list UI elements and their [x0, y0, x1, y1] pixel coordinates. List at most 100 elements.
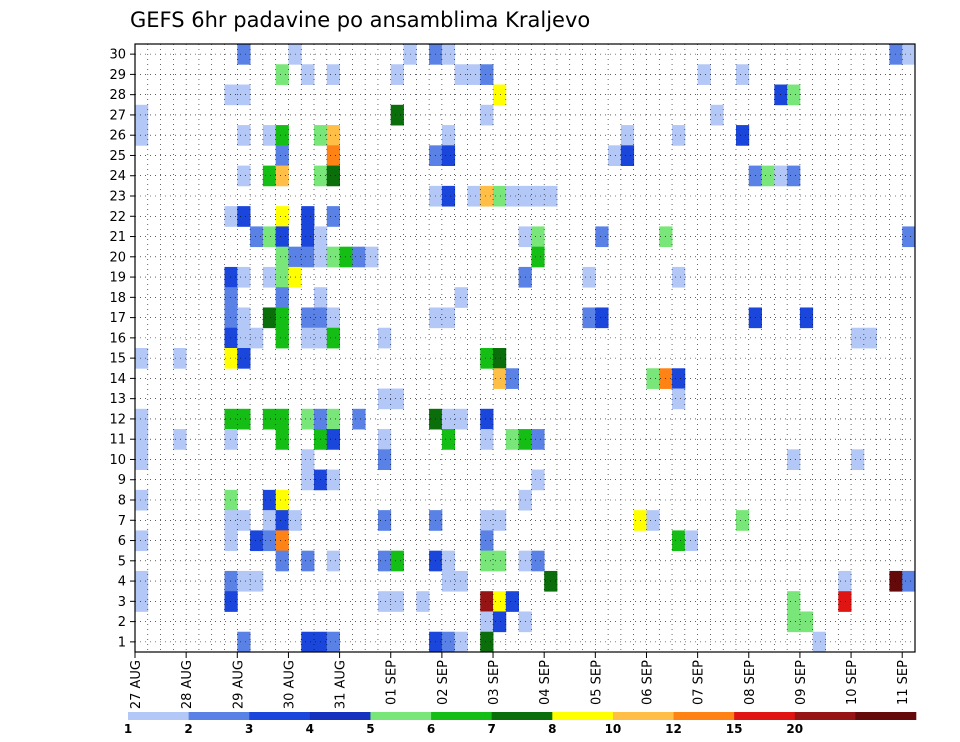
heatmap-cell	[480, 510, 494, 531]
heatmap-cell	[224, 591, 238, 612]
heatmap-cell	[326, 64, 340, 85]
heatmap-cell	[787, 591, 801, 612]
legend-swatch	[309, 712, 371, 720]
x-tick-label: 07 SEP	[692, 660, 707, 705]
heatmap-cell	[352, 246, 366, 268]
heatmap-cell	[135, 449, 149, 470]
heatmap-cell	[672, 368, 686, 389]
heatmap-cell	[224, 408, 238, 430]
heatmap-cell	[135, 429, 149, 450]
heatmap-cell	[480, 591, 494, 612]
heatmap-cell	[646, 510, 660, 531]
heatmap-cell	[326, 631, 340, 653]
heatmap-cell	[441, 570, 456, 592]
legend-tick-label: 10	[605, 722, 622, 736]
heatmap-cell	[237, 165, 251, 187]
y-tick-label: 25	[109, 149, 126, 164]
legend-swatch	[734, 712, 796, 720]
heatmap-cell	[390, 64, 404, 85]
heatmap-cell	[224, 510, 238, 531]
heatmap-cell	[390, 388, 404, 410]
y-tick-label: 4	[118, 575, 126, 590]
heatmap-cell	[135, 530, 149, 552]
heatmap-cell	[454, 408, 468, 430]
y-tick-label: 3	[118, 595, 126, 610]
x-tick-label: 31 AUG	[334, 660, 349, 709]
heatmap-cell	[672, 125, 686, 146]
heatmap-cell	[135, 408, 149, 430]
heatmap-cell	[275, 489, 289, 511]
heatmap-cell	[262, 510, 277, 531]
heatmap-cell	[441, 550, 456, 572]
heatmap-cell	[377, 449, 392, 470]
y-axis-ticks: 1234567891011121314151617181920212223242…	[109, 48, 135, 650]
legend-swatch	[128, 712, 189, 720]
heatmap-cell	[441, 307, 456, 329]
y-tick-label: 26	[109, 129, 126, 144]
legend-swatch	[491, 712, 553, 720]
x-tick-label: 06 SEP	[640, 660, 655, 705]
heatmap-cell	[262, 307, 277, 329]
heatmap-cell	[646, 368, 660, 389]
legend-tick-label: 12	[665, 722, 682, 736]
heatmap-cell	[301, 206, 315, 227]
heatmap-cell	[237, 84, 251, 106]
x-tick-label: 03 SEP	[487, 660, 502, 705]
y-tick-label: 11	[109, 433, 126, 448]
heatmap-cell	[390, 591, 404, 612]
heatmap-cell	[237, 570, 251, 592]
heatmap-cell	[902, 226, 916, 248]
x-tick-label: 11 SEP	[896, 660, 911, 705]
heatmap-cell	[595, 307, 609, 329]
heatmap-cell	[608, 145, 622, 166]
heatmap-cell	[237, 44, 251, 65]
chart-title: GEFS 6hr padavine po ansamblima Kraljevo	[130, 8, 590, 32]
heatmap-cell	[275, 226, 289, 248]
heatmap-cell	[237, 408, 251, 430]
heatmap-cell	[326, 307, 340, 329]
x-tick-label: 30 AUG	[282, 660, 297, 709]
y-tick-label: 7	[118, 514, 126, 529]
x-tick-label: 29 AUG	[231, 660, 246, 709]
heatmap-cell	[851, 449, 865, 470]
heatmap-cell	[326, 165, 340, 187]
heatmap-cell	[505, 185, 520, 207]
heatmap-cell	[493, 185, 507, 207]
heatmap-cell	[889, 44, 903, 65]
heatmap-cell	[735, 510, 750, 531]
heatmap-cell	[505, 591, 520, 612]
heatmap-cell	[224, 570, 238, 592]
heatmap-cell	[684, 530, 699, 552]
heatmap-cell	[595, 226, 609, 248]
heatmap-cell	[480, 550, 494, 572]
heatmap-cell	[812, 631, 826, 653]
heatmap-cell	[390, 104, 404, 126]
heatmap-cell	[224, 348, 238, 369]
x-tick-label: 28 AUG	[180, 660, 195, 709]
legend-swatch	[249, 712, 311, 720]
x-tick-label: 02 SEP	[436, 660, 451, 705]
heatmap-cell	[237, 510, 251, 531]
heatmap-cell	[467, 185, 481, 207]
legend-tick-label: 20	[786, 722, 803, 736]
color-legend: 1 2 3 4 5 6 7 8 10 12 15 20	[124, 712, 917, 736]
heatmap-cell	[237, 206, 251, 227]
y-tick-label: 27	[109, 108, 126, 123]
heatmap-cell	[787, 84, 801, 106]
x-tick-label: 10 SEP	[845, 660, 860, 705]
y-tick-label: 29	[109, 68, 126, 83]
heatmap-cell	[301, 449, 315, 470]
heatmap-cell	[493, 591, 507, 612]
heatmap-cell	[262, 408, 277, 430]
heatmap-cell	[326, 246, 340, 268]
x-tick-label: 05 SEP	[589, 660, 604, 705]
y-tick-label: 21	[109, 230, 126, 245]
heatmap-cell	[262, 266, 277, 288]
heatmap-cell	[237, 307, 251, 329]
heatmap-cell	[505, 429, 520, 450]
heatmap-cell	[889, 570, 903, 592]
heatmap-cell	[531, 469, 545, 491]
heatmap-cell	[275, 145, 289, 166]
heatmap-cell	[672, 530, 686, 552]
